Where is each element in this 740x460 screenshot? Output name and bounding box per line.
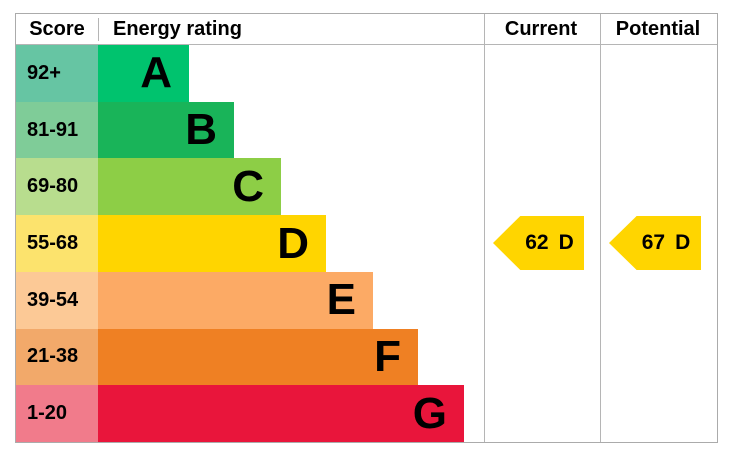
band-bar-d: D (98, 215, 326, 272)
score-range-d: 55-68 (16, 215, 98, 272)
epc-table: Score Energy rating Current Potential 92… (15, 13, 718, 443)
current-column-divider (484, 14, 485, 442)
band-row-f: 21-38 F (16, 328, 484, 386)
band-bar-f: F (98, 328, 418, 386)
score-range-c: 69-80 (16, 158, 98, 216)
band-bar-c: C (98, 158, 281, 216)
band-row-c: 69-80 C (16, 158, 484, 216)
potential-rating-value: 67 (641, 231, 666, 254)
current-rating-band: D (558, 231, 574, 254)
band-bar-b: B (98, 101, 234, 159)
band-row-d: 55-68 D (16, 215, 484, 272)
potential-column-divider (600, 14, 601, 442)
band-bar-g: G (98, 385, 464, 443)
band-row-b: 81-91 B (16, 101, 484, 159)
current-rating-value: 62 (525, 231, 549, 254)
score-range-a: 92+ (16, 45, 98, 102)
potential-rating-arrow: 67 D (609, 216, 701, 270)
rating-bands: 92+ A 81-91 B 69-80 C 55-68 D 39-54 E 21… (16, 45, 484, 443)
potential-column-header: Potential (615, 17, 701, 40)
table-header: Score Energy rating Current Potential (16, 14, 717, 45)
score-range-g: 1-20 (16, 385, 98, 443)
energy-rating-column-header: Energy rating (113, 17, 242, 40)
score-column-header: Score (16, 17, 99, 41)
score-range-e: 39-54 (16, 271, 98, 329)
potential-rating-band: D (675, 231, 691, 254)
current-column-header: Current (504, 17, 578, 40)
band-row-e: 39-54 E (16, 271, 484, 329)
band-row-g: 1-20 G (16, 385, 484, 443)
current-rating-arrow: 62 D (493, 216, 584, 270)
score-range-b: 81-91 (16, 101, 98, 159)
score-range-f: 21-38 (16, 328, 98, 386)
band-bar-a: A (98, 45, 189, 102)
band-bar-e: E (98, 271, 373, 329)
band-row-a: 92+ A (16, 45, 484, 102)
